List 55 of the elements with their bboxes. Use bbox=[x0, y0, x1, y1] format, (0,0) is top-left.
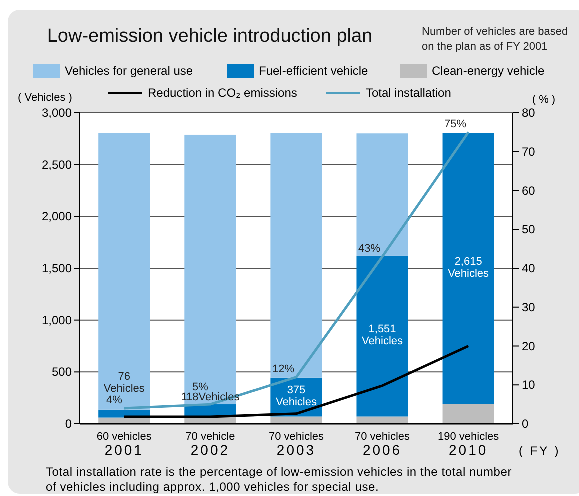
bar bbox=[356, 134, 408, 256]
bar bbox=[442, 404, 494, 424]
legend-label: Fuel-efficient vehicle bbox=[259, 64, 368, 78]
y2-tick-label: 70 bbox=[522, 144, 536, 159]
data-label: 70 vehicles bbox=[268, 431, 325, 443]
bar bbox=[270, 416, 322, 424]
y-tick-label: 0 bbox=[65, 417, 72, 431]
legend-label: Reduction in CO₂ emissions bbox=[148, 86, 298, 100]
y-tick-label: 2,000 bbox=[42, 210, 72, 224]
data-label: 60 vehicles bbox=[96, 431, 152, 443]
y-axis-title: ( Vehicles ) bbox=[18, 92, 72, 104]
chart-subtitle: Number of vehicles are based on the plan as of FY 2001 bbox=[422, 26, 568, 53]
bar bbox=[356, 416, 408, 424]
y2-tick-label: 40 bbox=[522, 262, 536, 276]
y2-tick-label: 10 bbox=[522, 378, 536, 392]
y2-tick-label: 80 bbox=[522, 106, 536, 120]
x-tick-label: 2002 bbox=[190, 442, 230, 458]
bar bbox=[442, 133, 494, 404]
legend-label: Total installation bbox=[366, 86, 452, 100]
legend-label: Vehicles for general use bbox=[65, 64, 194, 78]
data-label: 1,551 Vehicles bbox=[362, 323, 404, 348]
bar bbox=[98, 133, 150, 410]
y-tick-label: 500 bbox=[52, 365, 72, 380]
x-tick-label: 2001 bbox=[104, 442, 144, 458]
x-tick-label: 2006 bbox=[362, 442, 402, 458]
data-label: 118Vehicles bbox=[181, 392, 240, 404]
y-tick-label: 1,500 bbox=[42, 262, 72, 276]
data-label: 12% bbox=[272, 363, 295, 376]
data-label: 190 vehicles bbox=[438, 431, 500, 443]
y2-tick-label: 20 bbox=[522, 339, 536, 354]
y-tick-label: 1,000 bbox=[42, 313, 72, 328]
chart-title: Low-emission vehicle introduction plan bbox=[47, 26, 373, 47]
y-tick-label: 2,500 bbox=[42, 158, 72, 172]
y2-tick-label: 30 bbox=[522, 300, 536, 314]
y2-axis-title: ( % ) bbox=[532, 94, 556, 106]
data-label: 70 vehicles bbox=[355, 431, 411, 443]
bar bbox=[270, 133, 322, 378]
data-label: 75% bbox=[444, 118, 467, 130]
data-label: 4% bbox=[106, 394, 123, 406]
data-label: 43% bbox=[358, 242, 381, 255]
data-label: 70 vehicle bbox=[186, 431, 236, 443]
text: Total installation rate is the percentage of low-emission vehicles in the total number of vehicles including approx. 1,000 vehicles for special use. bbox=[46, 465, 512, 494]
legend-label: Clean-energy vehicle bbox=[432, 64, 546, 78]
y2-tick-label: 0 bbox=[522, 417, 529, 431]
y2-tick-label: 60 bbox=[522, 184, 536, 198]
data-label: 5% bbox=[192, 382, 209, 394]
data-label: 76 Vehicles bbox=[104, 370, 146, 395]
x-tick-label: 2003 bbox=[276, 442, 316, 458]
y-tick-label: 3,000 bbox=[42, 106, 72, 120]
x-axis-title: ( FY ) bbox=[519, 444, 561, 458]
x-tick-label: 2010 bbox=[449, 442, 488, 458]
y2-tick-label: 50 bbox=[522, 222, 536, 237]
data-label: 2,615 Vehicles bbox=[448, 256, 490, 280]
data-label: 375 Vehicles bbox=[276, 384, 318, 408]
bar bbox=[356, 256, 408, 417]
